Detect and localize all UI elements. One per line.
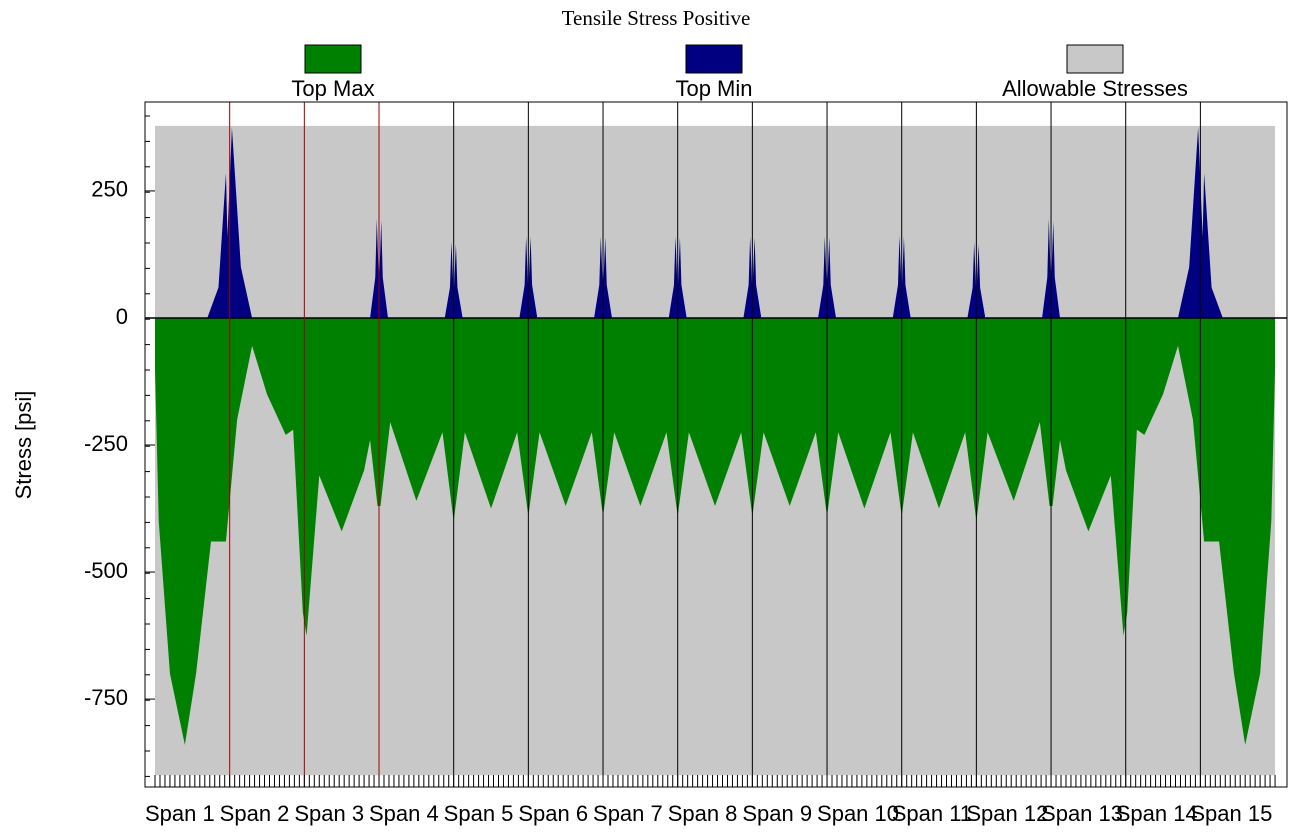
y-tick-label: 0 xyxy=(116,304,128,329)
y-tick-label: 250 xyxy=(91,177,128,202)
x-tick-label: Span 11 xyxy=(892,801,972,826)
chart-title: Tensile Stress Positive xyxy=(562,6,751,30)
x-tick-label: Span 7 xyxy=(593,801,663,826)
y-axis-label: Stress [psi] xyxy=(11,391,36,500)
x-tick-label: Span 10 xyxy=(817,801,899,826)
legend-label: Top Max xyxy=(291,76,374,101)
y-tick-label: -500 xyxy=(84,558,128,583)
legend-label: Allowable Stresses xyxy=(1002,76,1188,101)
legend-swatch xyxy=(304,44,362,74)
x-tick-label: Span 14 xyxy=(1116,801,1198,826)
x-tick-label: Span 9 xyxy=(742,801,812,826)
x-tick-label: Span 5 xyxy=(444,801,514,826)
legend-swatch xyxy=(1066,44,1124,74)
legend-swatch xyxy=(685,44,743,74)
x-tick-label: Span 3 xyxy=(294,801,364,826)
x-tick-label: Span 8 xyxy=(668,801,738,826)
y-tick-label: -750 xyxy=(84,685,128,710)
x-tick-label: Span 2 xyxy=(220,801,290,826)
x-tick-label: Span 4 xyxy=(369,801,439,826)
x-tick-label: Span 13 xyxy=(1041,801,1123,826)
y-tick-label: -250 xyxy=(84,431,128,456)
plot-border xyxy=(144,101,1288,788)
x-tick-label: Span 1 xyxy=(145,801,215,826)
x-tick-label: Span 12 xyxy=(966,801,1048,826)
x-tick-label: Span 6 xyxy=(518,801,588,826)
area xyxy=(155,317,1276,745)
legend-label: Top Min xyxy=(675,76,752,101)
x-tick-label: Span 15 xyxy=(1190,801,1272,826)
